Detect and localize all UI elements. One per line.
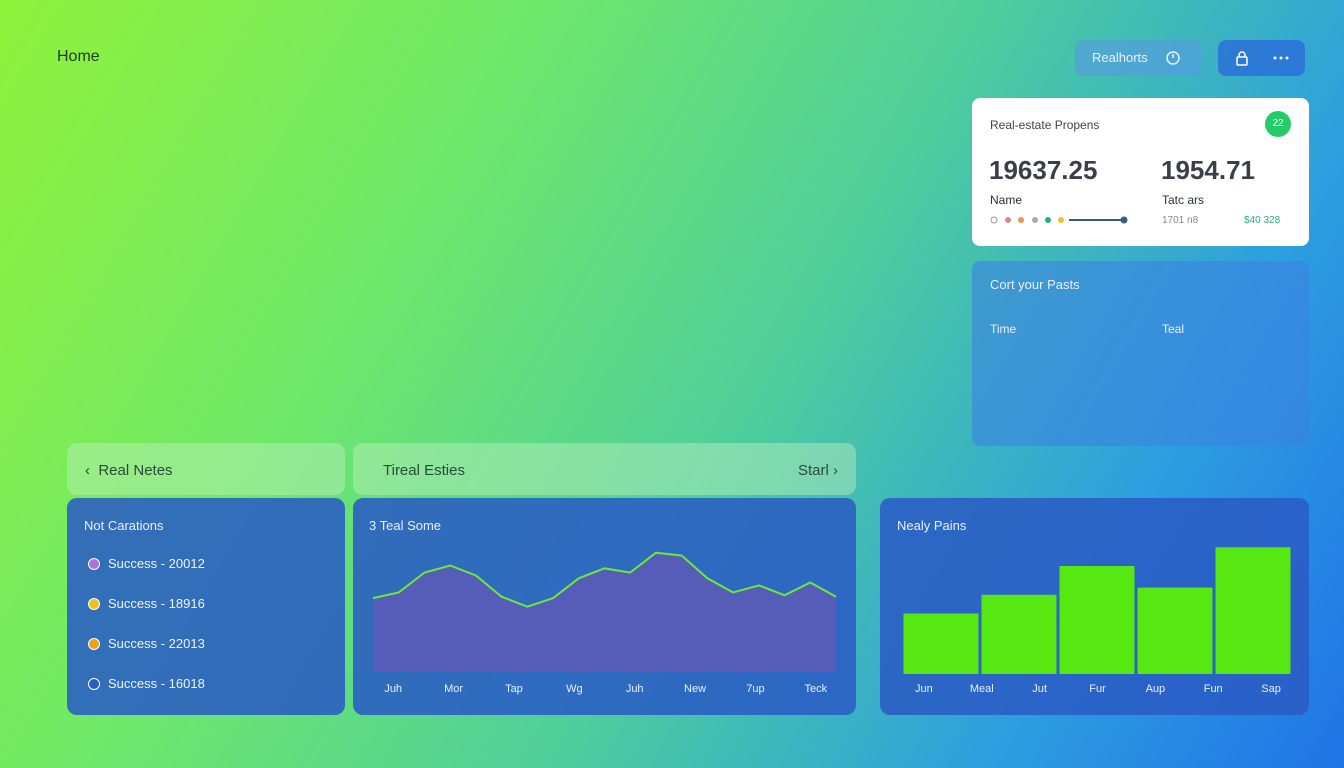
left-value: 19637.25 <box>989 155 1098 185</box>
list-card: Not Carations Success - 20012 Success - 1… <box>67 498 345 715</box>
posts-panel: Cort your Pasts Time Teal <box>972 261 1309 446</box>
bar-card: Nealy Pains Jun Meal Jut Fur Aup Fun Sap <box>880 498 1309 715</box>
item-label: Success - 16018 <box>108 676 205 691</box>
page-title: Home <box>57 48 100 65</box>
tab-label: Tireal Esties <box>383 462 465 479</box>
status-dot <box>88 638 100 650</box>
list-item[interactable]: Success - 22013 <box>88 636 205 651</box>
column-header: Teal <box>1162 322 1185 336</box>
x-label: Juh <box>384 683 402 695</box>
card-title: Not Carations <box>84 518 164 533</box>
x-label: Fun <box>1204 683 1223 695</box>
tab-label: Starl <box>797 462 829 479</box>
x-label: Juh <box>626 683 644 695</box>
bar <box>1215 547 1291 674</box>
chevron: ‹ <box>85 462 90 479</box>
x-label: Aup <box>1146 683 1166 695</box>
lock-icon[interactable] <box>1234 50 1250 66</box>
bar <box>1059 566 1135 674</box>
reports-button[interactable]: Realhorts <box>1075 40 1201 76</box>
list-item[interactable]: Success - 18916 <box>88 596 205 611</box>
list-item[interactable]: Success - 20012 <box>88 556 205 571</box>
bar <box>903 613 979 674</box>
x-label: 7up <box>746 683 764 695</box>
left-label: Name <box>990 193 1023 207</box>
item-label: Success - 20012 <box>108 556 205 571</box>
right-value: 1954.71 <box>1161 155 1255 185</box>
status-dot <box>88 558 100 570</box>
card-title: Nealy Pains <box>897 518 967 533</box>
start-link[interactable]: Starl › <box>797 462 838 479</box>
bar-chart: Jun Meal Jut Fur Aup Fun Sap <box>903 547 1291 695</box>
status-dot <box>88 598 100 610</box>
badge: 22 <box>1265 111 1291 137</box>
x-label: Jun <box>915 683 933 695</box>
area-chart: Juh Mor Tap Wg Juh New 7up Teck <box>372 551 837 695</box>
button-label: Realhorts <box>1092 50 1148 65</box>
progress <box>990 216 1128 224</box>
right-sub: 1701 n8 <box>1162 215 1199 226</box>
posts-title: Cort your Pasts <box>990 277 1080 292</box>
x-label: Sap <box>1261 683 1281 695</box>
bar <box>1137 587 1213 674</box>
actions-group <box>1218 40 1305 76</box>
x-label: Teck <box>805 683 828 695</box>
x-label: Mor <box>444 683 463 695</box>
area-card: 3 Teal Some Juh Mor Tap Wg Juh New 7up Teck <box>353 498 856 715</box>
list-item[interactable]: Success - 16018 <box>88 676 205 691</box>
right-label: Tatc ars <box>1162 193 1205 207</box>
x-label: Fur <box>1089 683 1106 695</box>
area-fill <box>373 552 836 672</box>
column-header: Time <box>990 322 1017 336</box>
x-label: Jut <box>1032 683 1047 695</box>
x-label: New <box>684 683 706 695</box>
x-label: Wg <box>566 683 583 695</box>
item-label: Success - 18916 <box>108 596 205 611</box>
back-tab[interactable]: ‹ Real Netes <box>67 443 345 495</box>
middle-tab: Tireal Esties Starl › <box>353 443 856 495</box>
bar <box>981 594 1057 674</box>
status-dot <box>88 678 100 690</box>
x-label: Meal <box>970 683 994 695</box>
card-title: 3 Teal Some <box>369 518 442 533</box>
tab-label: Real Netes <box>98 462 173 479</box>
summary-title: Real-estate Propens <box>990 118 1100 132</box>
more-icon[interactable] <box>1272 50 1290 66</box>
summary-card: Real-estate Propens 22 19637.25 Name 195… <box>972 98 1309 246</box>
area-line <box>372 551 837 608</box>
x-label: Tap <box>505 683 523 695</box>
right-delta: $40 328 <box>1244 215 1281 226</box>
item-label: Success - 22013 <box>108 636 205 651</box>
clock-icon <box>1166 51 1180 65</box>
